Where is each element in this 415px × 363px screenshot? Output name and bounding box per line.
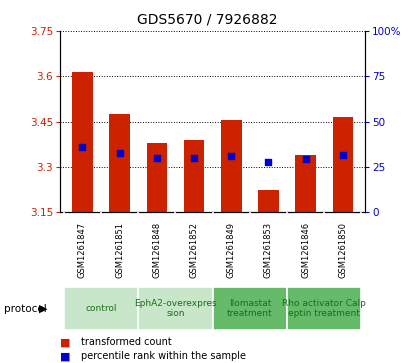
Text: protocol: protocol bbox=[4, 303, 47, 314]
Point bbox=[228, 154, 234, 159]
Point bbox=[303, 156, 309, 162]
Text: EphA2-overexpres
sion: EphA2-overexpres sion bbox=[134, 299, 217, 318]
Text: Ilomastat
treatment: Ilomastat treatment bbox=[227, 299, 273, 318]
Bar bbox=[221, 120, 242, 212]
Text: GSM1261849: GSM1261849 bbox=[227, 221, 236, 278]
Point bbox=[154, 155, 160, 161]
Point bbox=[339, 152, 346, 158]
Bar bbox=[295, 155, 316, 212]
Text: percentile rank within the sample: percentile rank within the sample bbox=[81, 351, 246, 362]
Text: GSM1261853: GSM1261853 bbox=[264, 221, 273, 278]
Text: GSM1261850: GSM1261850 bbox=[338, 221, 347, 278]
Bar bbox=[64, 287, 138, 330]
Text: transformed count: transformed count bbox=[81, 337, 172, 347]
Text: GSM1261848: GSM1261848 bbox=[152, 221, 161, 278]
Point bbox=[79, 144, 86, 150]
Text: ■: ■ bbox=[60, 351, 71, 362]
Bar bbox=[184, 140, 204, 212]
Bar bbox=[258, 189, 279, 212]
Text: ■: ■ bbox=[60, 337, 71, 347]
Text: GSM1261846: GSM1261846 bbox=[301, 221, 310, 278]
Point bbox=[265, 159, 272, 165]
Text: GSM1261851: GSM1261851 bbox=[115, 221, 124, 278]
Text: GDS5670 / 7926882: GDS5670 / 7926882 bbox=[137, 13, 278, 27]
Text: GSM1261847: GSM1261847 bbox=[78, 221, 87, 278]
Point bbox=[191, 155, 198, 161]
Text: ▶: ▶ bbox=[39, 303, 48, 314]
Bar bbox=[213, 287, 287, 330]
Bar bbox=[110, 114, 130, 212]
Text: control: control bbox=[85, 304, 117, 313]
Bar bbox=[72, 72, 93, 212]
Text: GSM1261852: GSM1261852 bbox=[190, 221, 199, 278]
Text: Rho activator Calp
eptin treatment: Rho activator Calp eptin treatment bbox=[282, 299, 366, 318]
Bar bbox=[333, 117, 353, 212]
Bar bbox=[287, 287, 361, 330]
Bar bbox=[138, 287, 213, 330]
Bar bbox=[146, 143, 167, 212]
Point bbox=[116, 150, 123, 156]
